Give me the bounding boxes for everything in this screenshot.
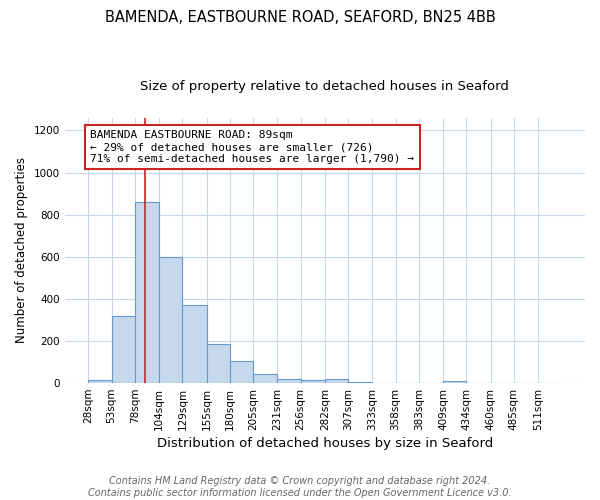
Bar: [325, 379, 348, 383]
Bar: [230, 361, 253, 383]
X-axis label: Distribution of detached houses by size in Seaford: Distribution of detached houses by size …: [157, 437, 493, 450]
Bar: [443, 381, 466, 383]
Bar: [253, 374, 277, 383]
Bar: [277, 379, 301, 383]
Text: BAMENDA EASTBOURNE ROAD: 89sqm
← 29% of detached houses are smaller (726)
71% of: BAMENDA EASTBOURNE ROAD: 89sqm ← 29% of …: [90, 130, 414, 164]
Bar: [135, 202, 159, 383]
Bar: [348, 382, 373, 383]
Y-axis label: Number of detached properties: Number of detached properties: [15, 158, 28, 344]
Bar: [88, 380, 112, 383]
Bar: [301, 380, 325, 383]
Text: BAMENDA, EASTBOURNE ROAD, SEAFORD, BN25 4BB: BAMENDA, EASTBOURNE ROAD, SEAFORD, BN25 …: [104, 10, 496, 25]
Bar: [112, 316, 135, 383]
Bar: [182, 305, 206, 383]
Bar: [206, 344, 230, 383]
Bar: [159, 256, 182, 383]
Text: Contains HM Land Registry data © Crown copyright and database right 2024.
Contai: Contains HM Land Registry data © Crown c…: [88, 476, 512, 498]
Title: Size of property relative to detached houses in Seaford: Size of property relative to detached ho…: [140, 80, 509, 93]
